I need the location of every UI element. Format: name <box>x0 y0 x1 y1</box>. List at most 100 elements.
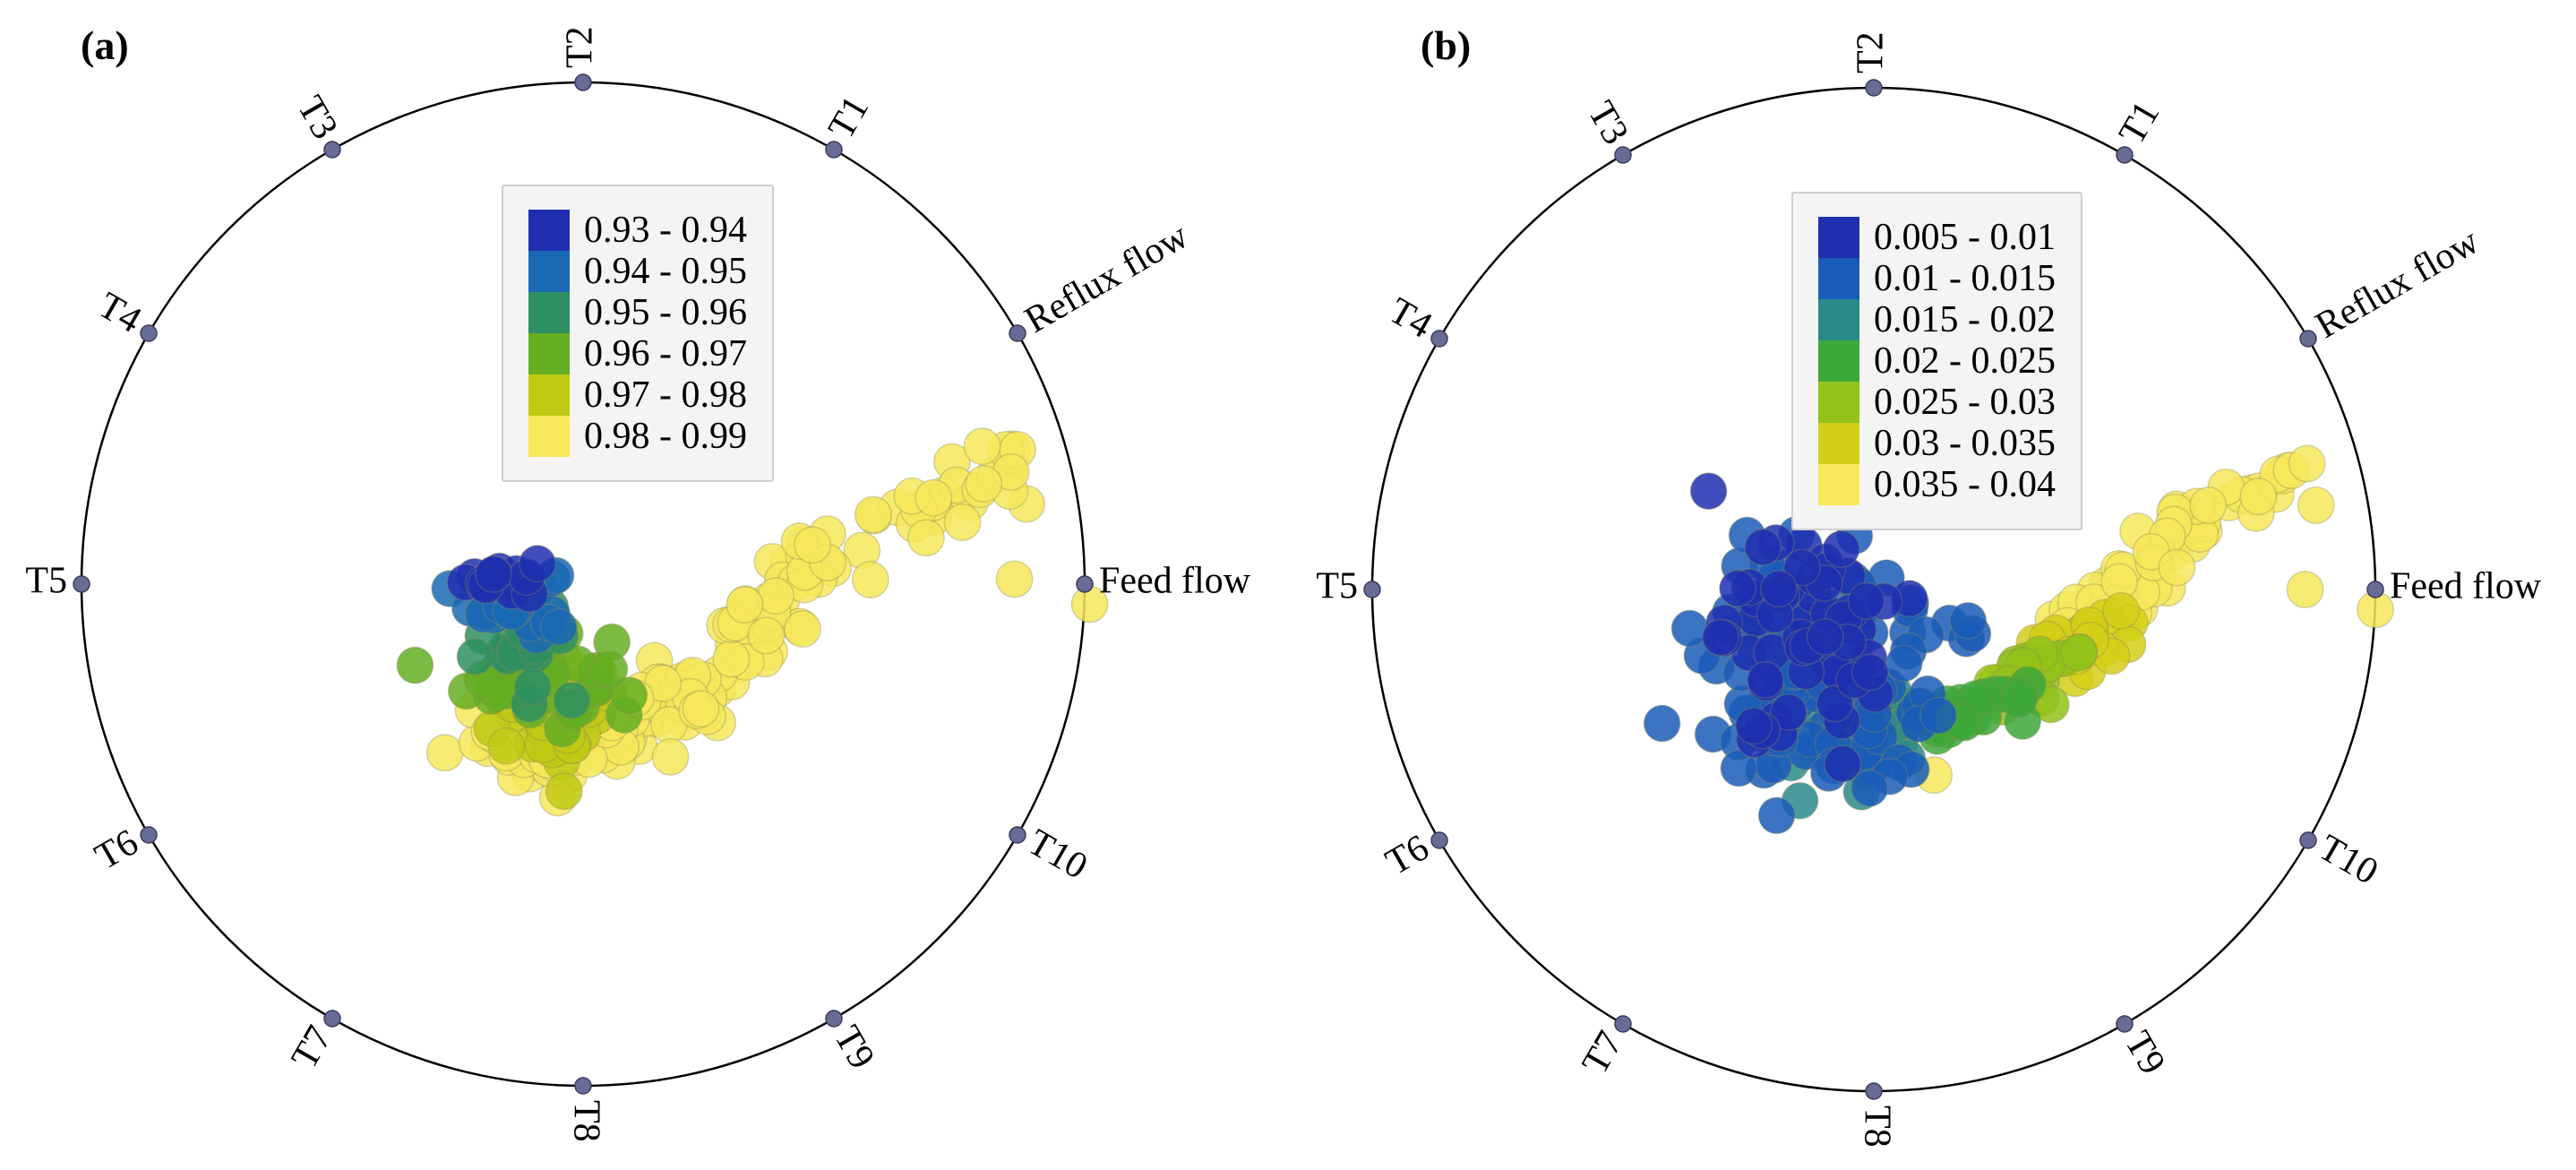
legend-swatch <box>1818 340 1859 382</box>
data-point <box>2286 571 2324 608</box>
legend-label: 0.03 - 0.035 <box>1874 423 2056 464</box>
legend-label: 0.005 - 0.01 <box>1874 217 2056 258</box>
anchor-label: T2 <box>1850 31 1892 73</box>
anchor-label: T2 <box>560 26 601 68</box>
anchor-label: T1 <box>2111 95 2168 151</box>
data-point <box>726 586 764 624</box>
data-point <box>712 640 751 678</box>
data-point <box>539 607 578 646</box>
anchor-marker <box>2116 146 2134 164</box>
legend-label: 0.015 - 0.02 <box>1874 299 2056 340</box>
anchor-label: T10 <box>2312 827 2385 893</box>
data-point <box>2102 591 2141 630</box>
anchor-label: T7 <box>1575 1025 1631 1081</box>
legend-item: 0.94 - 0.95 <box>528 251 747 292</box>
legend-item: 0.03 - 0.035 <box>1818 423 2056 464</box>
legend-item: 0.93 - 0.94 <box>528 210 747 251</box>
legend-item: 0.95 - 0.96 <box>528 292 747 333</box>
data-point <box>1824 744 1862 783</box>
anchor-marker <box>323 141 341 159</box>
anchor-label: T6 <box>89 822 145 878</box>
data-point <box>1689 472 1728 511</box>
anchor-marker <box>825 1010 843 1028</box>
data-point <box>851 561 889 599</box>
data-point <box>2059 633 2098 672</box>
data-point <box>425 734 464 772</box>
radviz-plot-a: Feed flow Reflux flow T1 T2 T3 T4 T5 T6 T7 T8 T9 T1… <box>25 26 1250 1142</box>
anchor-label: T1 <box>820 90 877 146</box>
data-point <box>1885 644 1923 683</box>
legend-swatch <box>528 210 570 251</box>
anchor-label: T5 <box>1316 566 1358 607</box>
data-point <box>914 478 953 517</box>
legend-swatch <box>1818 464 1859 505</box>
legend-item: 0.98 - 0.99 <box>528 416 747 457</box>
data-point <box>784 610 822 649</box>
anchor-marker <box>574 1077 592 1095</box>
anchor-label: T8 <box>1856 1105 1897 1148</box>
anchor-marker <box>1865 1082 1883 1100</box>
data-point <box>553 681 591 719</box>
data-point <box>963 427 1001 466</box>
data-point <box>943 503 982 541</box>
legend-swatch <box>1818 299 1859 340</box>
legend-label: 0.93 - 0.94 <box>584 210 747 251</box>
anchor-marker <box>1363 581 1381 598</box>
legend-swatch <box>1818 217 1859 258</box>
anchor-label: T4 <box>91 285 148 341</box>
data-point <box>396 646 434 684</box>
anchor-marker <box>1865 79 1883 97</box>
data-point <box>1643 704 1681 743</box>
legend-label: 0.025 - 0.03 <box>1874 382 2056 423</box>
anchor-marker <box>1009 324 1026 342</box>
panel-label-b: (b) <box>1421 22 1472 68</box>
legend-b: 0.005 - 0.01 0.01 - 0.015 0.015 - 0.02 0… <box>1791 192 2082 530</box>
data-point <box>2288 444 2326 483</box>
anchor-label: T3 <box>1580 95 1636 151</box>
legend-label: 0.95 - 0.96 <box>584 292 747 333</box>
anchor-label: T9 <box>2117 1025 2173 1081</box>
data-point <box>1720 749 1758 787</box>
anchor-marker <box>2299 330 2317 348</box>
data-point <box>906 519 945 557</box>
legend-item: 0.96 - 0.97 <box>528 333 747 374</box>
anchor-label: T8 <box>565 1100 606 1142</box>
data-point <box>487 727 526 765</box>
legend-label: 0.97 - 0.98 <box>584 374 747 416</box>
anchor-marker <box>1430 330 1448 348</box>
anchor-label: T7 <box>284 1019 340 1076</box>
data-point <box>519 545 556 582</box>
legend-label: 0.02 - 0.025 <box>1874 340 2056 382</box>
data-point <box>1847 581 1885 620</box>
anchor-marker <box>1430 831 1448 849</box>
data-point <box>651 737 690 776</box>
data-point <box>965 465 1003 503</box>
anchor-marker <box>140 826 158 844</box>
legend-item: 0.02 - 0.025 <box>1818 340 2056 382</box>
data-point <box>590 650 629 689</box>
anchor-label: T4 <box>1382 290 1438 347</box>
data-point <box>1702 618 1739 657</box>
legend-swatch <box>528 416 570 457</box>
anchor-marker <box>1614 1015 1632 1033</box>
anchor-marker <box>2366 581 2384 598</box>
data-point <box>995 560 1034 598</box>
data-point <box>682 690 720 728</box>
legend-label: 0.98 - 0.99 <box>584 416 747 457</box>
anchor-marker <box>1009 826 1026 844</box>
legend-item: 0.01 - 0.015 <box>1818 258 2056 299</box>
anchor-marker <box>574 73 592 91</box>
data-point <box>475 555 512 593</box>
legend-swatch <box>528 292 570 333</box>
data-point <box>1949 601 1988 640</box>
legend-label: 0.96 - 0.97 <box>584 333 747 374</box>
legend-item: 0.035 - 0.04 <box>1818 464 2056 505</box>
radviz-plot-b: Feed flow Reflux flow T1 T2 T3 T4 T5 T6 T7 T8 T9 T1… <box>1316 31 2541 1148</box>
data-point <box>1719 569 1756 607</box>
data-point <box>1747 660 1785 699</box>
legend-swatch <box>528 333 570 374</box>
data-point <box>1850 769 1889 807</box>
data-point <box>2239 477 2278 516</box>
data-point <box>1735 707 1773 745</box>
legend-swatch <box>1818 423 1859 464</box>
